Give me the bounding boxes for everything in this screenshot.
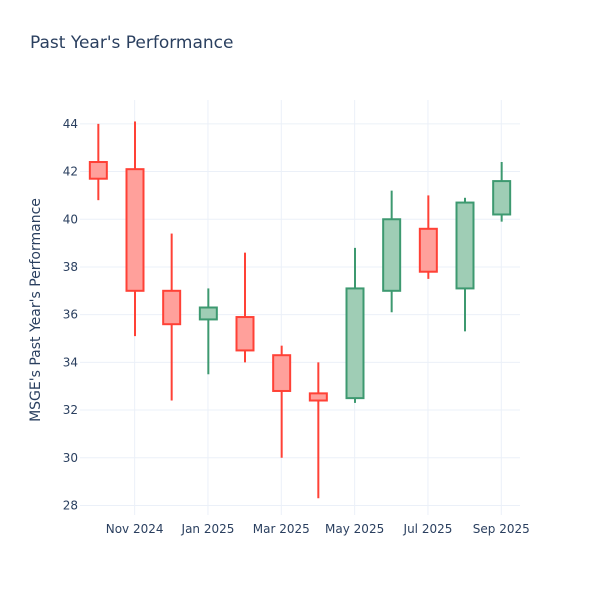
x-tick-label: Jul 2025 [403,522,453,536]
candle-feb-2025 [235,252,255,363]
candles [88,121,512,499]
y-tick-label: 30 [63,451,78,465]
candle-body [455,201,475,290]
candle-jan-2025 [198,288,218,375]
y-tick-label: 34 [63,355,78,369]
y-axis-ticks: 28 30 32 34 36 38 40 42 44 [63,117,78,513]
candle-mar-2025 [272,345,292,458]
candle-aug-2025 [455,197,475,332]
y-tick-label: 40 [63,212,78,226]
candle-body [162,289,182,326]
y-tick-label: 32 [63,403,78,417]
candle-body [345,287,365,400]
x-tick-label: Sep 2025 [473,522,530,536]
candle-jun-2025 [382,190,402,313]
x-tick-label: Jan 2025 [181,522,235,536]
y-tick-label: 44 [63,117,78,131]
candle-nov-2024 [125,121,145,337]
x-axis-ticks: Nov 2024 Jan 2025 Mar 2025 May 2025 Jul 2025… [106,522,530,536]
y-tick-label: 38 [63,260,78,274]
y-axis-label: MSGE's Past Year's Performance [28,198,44,422]
candle-body [308,392,328,402]
candle-body [492,180,512,216]
candle-may-2025 [345,247,365,403]
candle-body [272,354,292,392]
candle-oct-2024 [88,123,108,201]
chart-title: Past Year's Performance [30,33,234,53]
candle-body [125,168,145,292]
candle-body [382,218,402,292]
x-tick-label: Mar 2025 [253,522,310,536]
candle-body [198,306,218,321]
grid-lines [80,100,520,515]
candle-apr-2025 [308,362,328,499]
y-tick-label: 36 [63,308,78,322]
y-tick-label: 42 [63,165,78,179]
candle-body [88,161,108,180]
x-tick-label: May 2025 [325,522,384,536]
candle-dec-2024 [162,233,182,401]
candle-sep-2025 [492,162,512,222]
y-tick-label: 28 [63,498,78,512]
x-tick-label: Nov 2024 [106,522,164,536]
candle-body [418,227,438,273]
candle-jul-2025 [418,195,438,279]
candle-body [235,316,255,352]
